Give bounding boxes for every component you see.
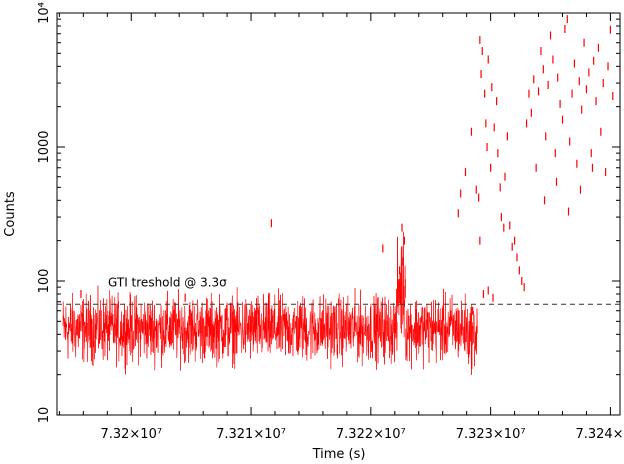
x-tick-label: 7.323×10⁷ bbox=[456, 427, 526, 442]
y-axis-label: Counts bbox=[3, 191, 18, 237]
x-tick-label: 7.322×10⁷ bbox=[336, 427, 406, 442]
y-tick-label: 10⁴ bbox=[37, 2, 52, 24]
data-layer bbox=[62, 15, 614, 375]
x-axis-label: Time (s) bbox=[312, 447, 366, 462]
y-tick-label: 10 bbox=[37, 407, 52, 424]
y-tick-label: 100 bbox=[37, 269, 52, 294]
plot-frame bbox=[56, 12, 621, 416]
x-tick-label: 7.324×10⁷ bbox=[575, 427, 624, 442]
x-axis: 7.32×10⁷ 7.321×10⁷ 7.322×10⁷ 7.323×10⁷ 7.324… bbox=[58, 13, 624, 442]
y-tick-label: 1000 bbox=[37, 130, 52, 163]
threshold-label: GTI treshold @ 3.3σ bbox=[108, 275, 227, 289]
x-tick-label: 7.321×10⁷ bbox=[216, 427, 286, 442]
y-axis: 10 100 1000 10⁴ bbox=[37, 2, 620, 423]
plot-area bbox=[56, 12, 621, 416]
x-tick-label: 7.32×10⁷ bbox=[100, 427, 162, 442]
